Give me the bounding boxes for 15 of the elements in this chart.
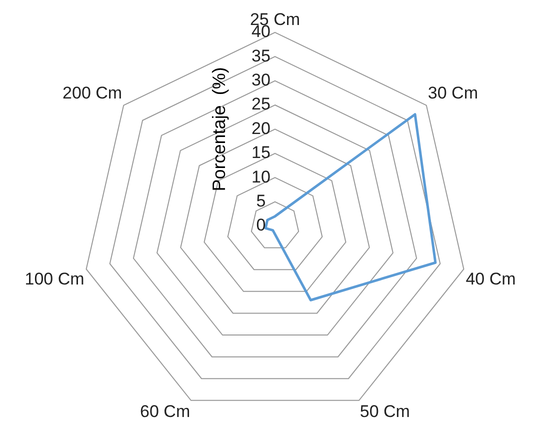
y-tick-label: 5 (256, 191, 266, 210)
spoke-label: 100 Cm (24, 269, 84, 288)
spoke-label: 40 Cm (466, 269, 516, 288)
spoke-label: 200 Cm (62, 84, 122, 103)
spoke-label: 30 Cm (428, 84, 478, 103)
spoke-label: 60 Cm (140, 402, 190, 422)
y-tick-label: 30 (252, 70, 270, 90)
y-tick-label: 0 (256, 216, 266, 235)
y-tick-label: 25 (252, 94, 270, 114)
y-tick-label: 35 (252, 46, 270, 66)
y-tick-label: 15 (252, 143, 270, 162)
y-tick-label: 20 (252, 118, 270, 138)
y-tick-label: 10 (252, 167, 270, 186)
text: Porcentaje (%) (208, 67, 229, 192)
spoke-label: 50 Cm (360, 402, 410, 422)
